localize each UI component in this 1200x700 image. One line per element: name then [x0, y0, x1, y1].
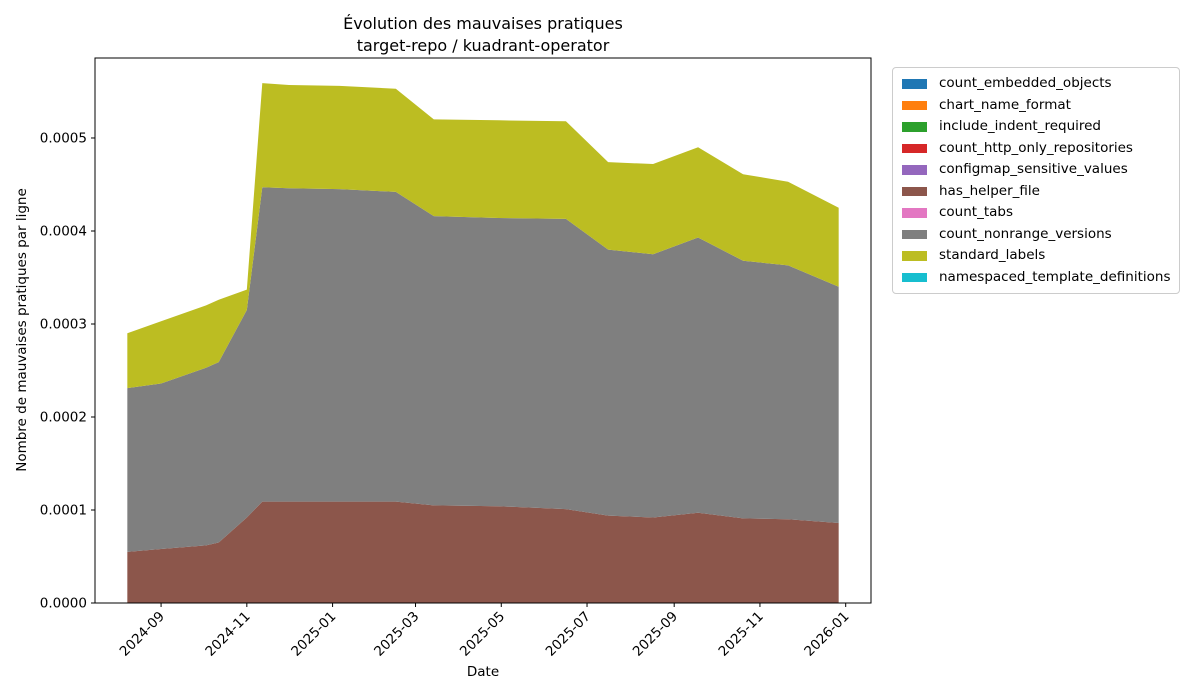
chart-subtitle: target-repo / kuadrant-operator [356, 36, 610, 55]
legend-item-count_embedded_objects: count_embedded_objects [902, 73, 1170, 95]
legend-item-include_indent_required: include_indent_required [902, 116, 1170, 138]
y-axis-label: Nombre de mauvaises pratiques par ligne [14, 188, 30, 472]
legend-item-count_http_only_repositories: count_http_only_repositories [902, 138, 1170, 160]
legend-item-count_nonrange_versions: count_nonrange_versions [902, 224, 1170, 246]
legend-item-has_helper_file: has_helper_file [902, 181, 1170, 203]
y-tick-label: 0.0002 [40, 409, 87, 425]
legend-swatch [902, 165, 927, 175]
area-count_nonrange_versions [127, 187, 839, 552]
x-tick-label: 2025-05 [457, 609, 508, 660]
legend-swatch [902, 122, 927, 132]
legend-label: namespaced_template_definitions [939, 268, 1171, 285]
x-tick-label: 2025-11 [716, 609, 767, 660]
y-tick-label: 0.0003 [40, 316, 87, 332]
legend-item-configmap_sensitive_values: configmap_sensitive_values [902, 159, 1170, 181]
x-tick-label: 2025-01 [288, 609, 339, 660]
legend-label: count_nonrange_versions [939, 225, 1112, 242]
legend-swatch [902, 251, 927, 261]
legend-label: count_tabs [939, 204, 1014, 220]
y-tick-label: 0.0005 [40, 130, 87, 146]
y-tick-label: 0.0001 [40, 502, 87, 518]
legend-swatch [902, 100, 927, 110]
x-tick-label: 2025-09 [630, 609, 681, 660]
area-has_helper_file [127, 501, 839, 603]
legend-label: configmap_sensitive_values [939, 161, 1128, 177]
legend-swatch [902, 79, 927, 89]
plot-frame [94, 57, 872, 604]
legend-item-chart_name_format: chart_name_format [902, 95, 1170, 117]
legend-swatch [902, 229, 927, 239]
legend-label: standard_labels [939, 247, 1046, 263]
legend-label: include_indent_required [939, 118, 1102, 134]
x-axis-label: Date [466, 664, 500, 680]
y-tick-label: 0.0004 [40, 223, 87, 239]
legend-item-standard_labels: standard_labels [902, 245, 1170, 267]
x-tick-label: 2024-11 [202, 609, 253, 660]
legend-swatch [902, 272, 927, 282]
x-tick-label: 2026-01 [801, 609, 852, 660]
legend-swatch [902, 208, 927, 218]
x-tick-label: 2024-09 [117, 609, 168, 660]
legend-label: chart_name_format [939, 96, 1071, 113]
x-tick-label: 2025-03 [371, 609, 422, 660]
legend-label: count_embedded_objects [939, 75, 1112, 91]
legend-label: has_helper_file [939, 182, 1040, 199]
y-tick-label: 0.0000 [40, 596, 87, 612]
legend-item-count_tabs: count_tabs [902, 202, 1170, 224]
chart-title: Évolution des mauvaises pratiques [343, 14, 623, 33]
x-tick-label: 2025-07 [543, 609, 594, 660]
area-standard_labels [127, 83, 839, 389]
legend-label: count_http_only_repositories [939, 139, 1133, 156]
legend-item-namespaced_template_definitions: namespaced_template_definitions [902, 267, 1170, 289]
legend-swatch [902, 143, 927, 153]
legend-swatch [902, 186, 927, 196]
